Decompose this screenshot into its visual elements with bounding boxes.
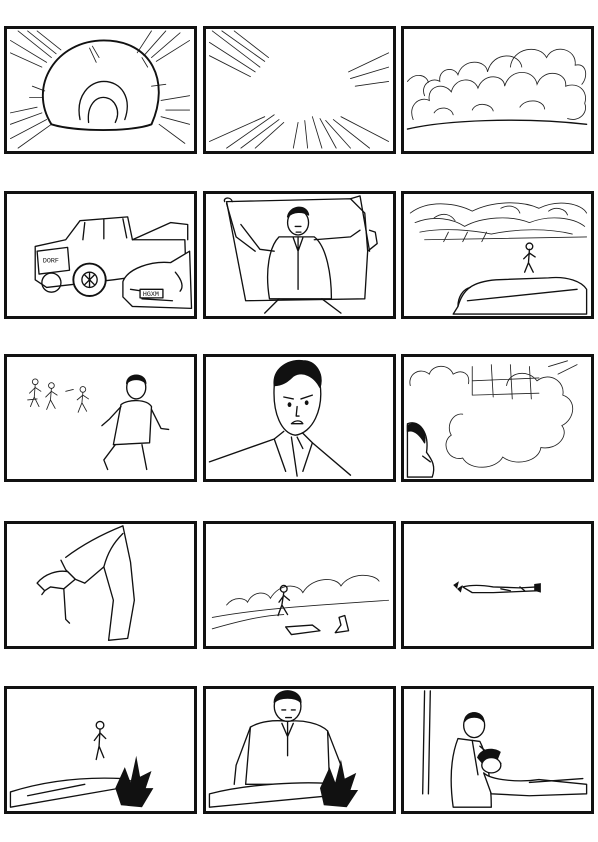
truck-grille-text: DORF xyxy=(43,258,59,266)
panel-13 xyxy=(4,686,197,814)
panel-10-art xyxy=(7,524,194,646)
panel-13-art xyxy=(7,689,194,811)
panel-4-art: DORF HGXM xyxy=(7,194,194,316)
panel-4: DORF HGXM xyxy=(4,191,197,319)
panel-15 xyxy=(401,686,594,814)
panel-8-art xyxy=(206,357,393,479)
panel-7 xyxy=(4,354,197,482)
panel-12-art xyxy=(404,524,591,646)
panel-12 xyxy=(401,521,594,649)
panel-1-art xyxy=(7,29,194,151)
panel-5 xyxy=(203,191,396,319)
panel-10 xyxy=(4,521,197,649)
panel-9-art xyxy=(404,357,591,479)
panel-2 xyxy=(203,26,396,154)
panel-2-art xyxy=(206,29,393,151)
panel-5-art xyxy=(206,194,393,316)
panel-14-art xyxy=(206,689,393,811)
panel-8 xyxy=(203,354,396,482)
panel-3-art xyxy=(404,29,591,151)
panel-7-art xyxy=(7,357,194,479)
panel-11-art xyxy=(206,524,393,646)
panel-1 xyxy=(4,26,197,154)
panel-3 xyxy=(401,26,594,154)
panel-6-art xyxy=(404,194,591,316)
panel-14 xyxy=(203,686,396,814)
panel-6 xyxy=(401,191,594,319)
panel-15-art xyxy=(404,689,591,811)
panel-11 xyxy=(203,521,396,649)
panel-9 xyxy=(401,354,594,482)
car-plate-text: HGXM xyxy=(143,291,159,299)
